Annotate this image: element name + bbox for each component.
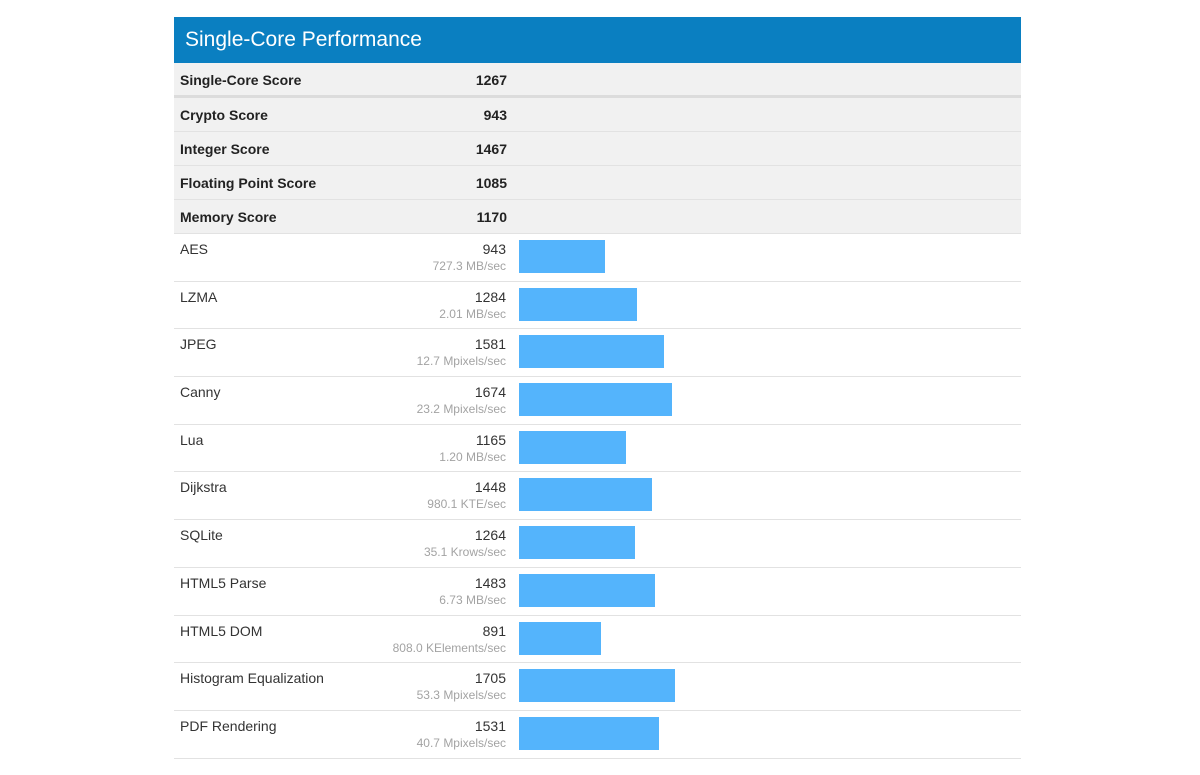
benchmark-name: Canny [180, 384, 221, 401]
benchmark-score: 1284 [474, 288, 506, 305]
benchmark-score: 943 [482, 241, 506, 257]
summary-label: Floating Point Score [180, 175, 317, 191]
benchmark-row: Dijkstra 1448 980.1 KTE/sec [174, 472, 1021, 521]
summary-value: 943 [483, 107, 507, 123]
summary-row-integer: Integer Score 1467 [174, 132, 1021, 166]
benchmark-row: AES 943 727.3 MB/sec [174, 234, 1021, 282]
benchmark-score-bar [519, 526, 635, 560]
benchmark-score: 891 [482, 622, 506, 639]
benchmark-row: Histogram Equalization 1705 53.3 Mpixels/s… [174, 663, 1021, 711]
benchmark-row: LZMA 1284 2.01 MB/sec [174, 281, 1021, 330]
benchmark-name: SQLite [180, 527, 223, 544]
benchmark-rate: 1.20 MB/sec [439, 449, 506, 464]
benchmark-score: 1581 [474, 336, 506, 353]
benchmark-name: JPEG [180, 336, 217, 353]
summary-label: Single-Core Score [180, 72, 302, 88]
summary-value: 1170 [476, 209, 507, 225]
benchmark-rate: 727.3 MB/sec [432, 259, 506, 273]
benchmark-score-bar [519, 716, 659, 750]
benchmark-score: 1531 [474, 717, 506, 734]
benchmark-score: 1674 [474, 384, 506, 401]
benchmark-row: HTML5 Parse 1483 6.73 MB/sec [174, 567, 1021, 616]
benchmark-rate: 40.7 Mpixels/sec [416, 735, 506, 750]
benchmark-rate: 12.7 Mpixels/sec [416, 354, 506, 369]
benchmark-score-bar [519, 573, 655, 607]
benchmark-row: JPEG 1581 12.7 Mpixels/sec [174, 329, 1021, 378]
summary-row-crypto: Crypto Score 943 [174, 98, 1021, 132]
benchmark-list: AES 943 727.3 MB/sec LZMA 1284 2.01 MB/sec JPE… [174, 234, 1021, 759]
benchmark-score-bar [519, 478, 652, 512]
benchmark-row: HTML5 DOM 891 808.0 KElements/sec [174, 615, 1021, 664]
benchmark-score: 1705 [474, 670, 506, 687]
benchmark-name: Dijkstra [180, 479, 227, 496]
summary-label: Integer Score [180, 141, 270, 157]
benchmark-name: LZMA [180, 288, 218, 305]
benchmark-score-bar [519, 430, 626, 464]
benchmark-score-bar [519, 383, 672, 417]
benchmark-name: Lua [180, 431, 204, 448]
benchmark-row: Canny 1674 23.2 Mpixels/sec [174, 377, 1021, 425]
summary-row-floating-point: Floating Point Score 1085 [174, 166, 1021, 200]
summary-value: 1467 [475, 141, 507, 157]
benchmark-name: AES [180, 241, 209, 257]
benchmark-score-bar [519, 621, 601, 655]
benchmark-name: PDF Rendering [180, 717, 277, 734]
benchmark-score-bar [519, 240, 605, 273]
benchmark-name: HTML5 Parse [180, 574, 267, 591]
benchmark-score-bar [519, 287, 637, 321]
summary-value: 1267 [475, 72, 507, 88]
summary-label: Crypto Score [180, 107, 268, 123]
benchmark-rate: 808.0 KElements/sec [392, 640, 506, 655]
benchmark-rate: 53.3 Mpixels/sec [416, 688, 506, 703]
benchmark-score-bar [519, 669, 675, 703]
summary-label: Memory Score [180, 209, 277, 225]
panel-title: Single-Core Performance [174, 17, 1021, 63]
benchmark-row: SQLite 1264 35.1 Krows/sec [174, 520, 1021, 568]
summary-row-single-core: Single-Core Score 1267 [174, 63, 1021, 98]
benchmark-score: 1483 [474, 574, 506, 591]
single-core-performance-panel: Single-Core Performance Single-Core Scor… [174, 17, 1021, 759]
summary-row-memory: Memory Score 1170 [174, 200, 1021, 234]
benchmark-row: Lua 1165 1.20 MB/sec [174, 424, 1021, 473]
benchmark-name: HTML5 DOM [180, 622, 263, 639]
benchmark-score: 1264 [474, 527, 506, 544]
benchmark-score: 1448 [474, 479, 506, 496]
benchmark-score: 1165 [475, 431, 506, 448]
benchmark-name: Histogram Equalization [180, 670, 324, 687]
summary-value: 1085 [475, 175, 507, 191]
benchmark-row: PDF Rendering 1531 40.7 Mpixels/sec [174, 710, 1021, 759]
benchmark-rate: 2.01 MB/sec [439, 306, 506, 321]
benchmark-score-bar [519, 335, 664, 369]
benchmark-rate: 35.1 Krows/sec [423, 545, 506, 560]
benchmark-rate: 6.73 MB/sec [439, 592, 506, 607]
benchmark-rate: 980.1 KTE/sec [427, 497, 506, 512]
benchmark-rate: 23.2 Mpixels/sec [416, 402, 506, 417]
